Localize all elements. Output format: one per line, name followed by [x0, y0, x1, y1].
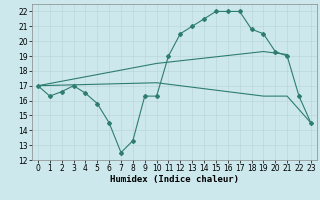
X-axis label: Humidex (Indice chaleur): Humidex (Indice chaleur) — [110, 175, 239, 184]
